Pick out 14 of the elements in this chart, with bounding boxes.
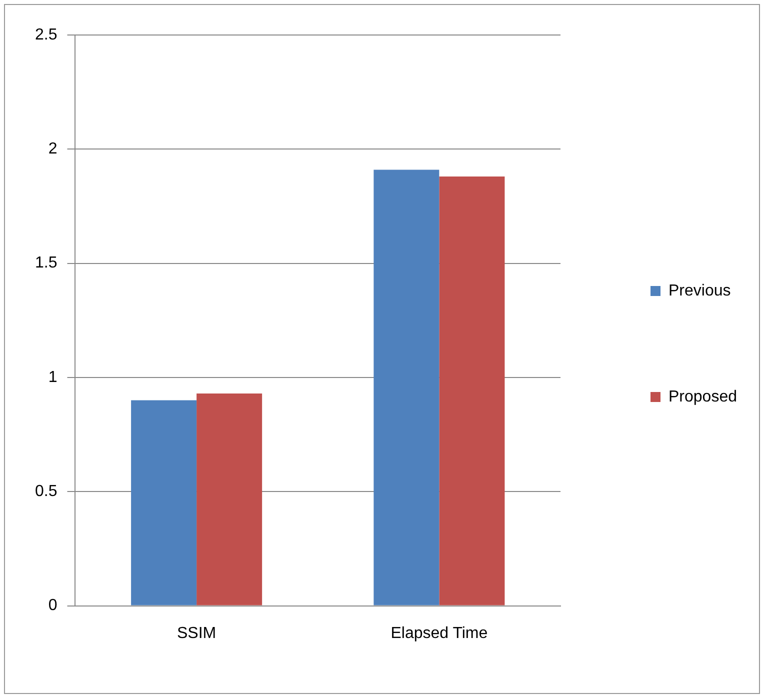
bar bbox=[196, 393, 262, 606]
bar bbox=[131, 400, 197, 606]
bar bbox=[439, 176, 505, 606]
y-tick-label: 1.5 bbox=[34, 254, 58, 272]
bar bbox=[374, 170, 440, 606]
x-tick-label: SSIM bbox=[176, 624, 216, 642]
y-tick-label: 1 bbox=[48, 368, 58, 386]
legend-label: Previous bbox=[668, 282, 731, 300]
y-tick-label: 2.5 bbox=[34, 26, 58, 44]
y-tick-label: 0.5 bbox=[34, 483, 58, 500]
y-tick-label: 2 bbox=[48, 140, 58, 158]
y-tick-label: 0 bbox=[48, 597, 58, 614]
legend-label: Proposed bbox=[668, 388, 737, 406]
x-tick-label: Elapsed Time bbox=[390, 624, 488, 642]
